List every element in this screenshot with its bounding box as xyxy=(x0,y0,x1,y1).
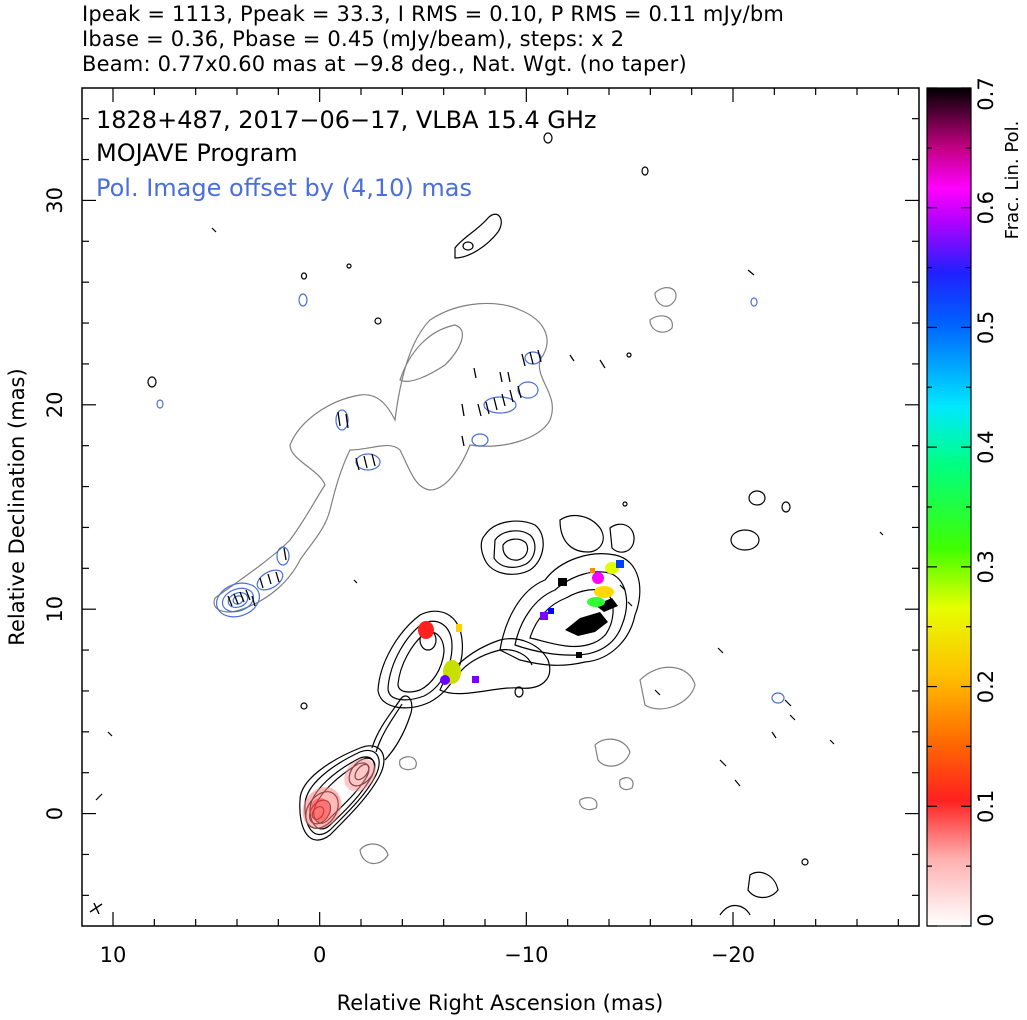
plot-frame xyxy=(81,87,920,927)
axis-ticks xyxy=(82,88,919,926)
x-tick-label: 0 xyxy=(313,943,326,967)
evpa-vectors xyxy=(227,349,542,607)
beam-marker xyxy=(89,902,103,915)
y-axis-label: Relative Declination (mas) xyxy=(5,368,29,645)
colorbar-label: Frac. Lin. Pol. xyxy=(1002,121,1023,240)
x-tick-labels: 10 0 −10 −20 xyxy=(100,943,756,967)
x-tick-label: −20 xyxy=(711,943,755,967)
source-annotation: 1828+487, 2017−06−17, VLBA 15.4 GHz xyxy=(96,106,597,134)
core-contours xyxy=(299,213,779,916)
colorbar-tick-label: 0.4 xyxy=(974,430,998,463)
pol-intensity-contours xyxy=(156,293,785,704)
y-tick-label: 10 xyxy=(43,596,67,623)
header-line-1: Ipeak = 1113, Ppeak = 33.3, I RMS = 0.10… xyxy=(82,2,785,26)
x-axis-label: Relative Right Ascension (mas) xyxy=(337,991,664,1015)
colorbar-tick-label: 0.1 xyxy=(974,790,998,823)
colorbar-tick-label: 0.2 xyxy=(974,670,998,703)
contour-map xyxy=(95,132,884,916)
pol-offset-annotation: Pol. Image offset by (4,10) mas xyxy=(96,174,472,202)
colorbar xyxy=(926,87,972,927)
y-tick-label: 0 xyxy=(43,807,67,820)
colorbar-tick-label: 0.6 xyxy=(974,191,998,224)
program-annotation: MOJAVE Program xyxy=(96,139,298,167)
x-tick-label: −10 xyxy=(504,943,548,967)
y-tick-label: 20 xyxy=(43,391,67,418)
noise-contours xyxy=(95,132,884,866)
colorbar-ticks xyxy=(927,87,971,927)
x-tick-label: 10 xyxy=(100,943,127,967)
colorbar-tick-label: 0.7 xyxy=(974,77,998,110)
y-tick-labels: 0 10 20 30 xyxy=(43,187,67,820)
y-tick-label: 30 xyxy=(43,187,67,214)
colorbar-tick-label: 0.3 xyxy=(974,550,998,583)
colorbar-tick-label: 0.5 xyxy=(974,311,998,344)
low-level-contours xyxy=(213,287,696,864)
header-line-2: Ibase = 0.36, Pbase = 0.45 (mJy/beam), s… xyxy=(82,27,625,51)
colorbar-tick-label: 0 xyxy=(974,913,998,926)
colorbar-tick-labels: 0 0.1 0.2 0.3 0.4 0.5 0.6 0.7 xyxy=(974,77,998,926)
header-line-3: Beam: 0.77x0.60 mas at −9.8 deg., Nat. W… xyxy=(82,52,687,76)
fractional-pol-patches xyxy=(302,560,624,829)
